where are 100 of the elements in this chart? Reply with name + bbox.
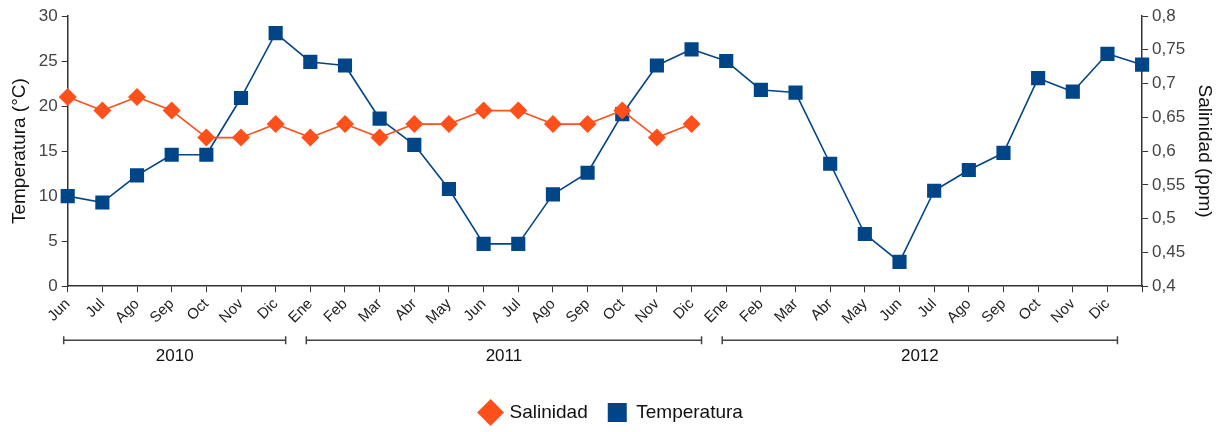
x-tick-label: Mar xyxy=(354,294,385,325)
point xyxy=(301,128,320,147)
point xyxy=(719,53,734,69)
point xyxy=(543,115,562,134)
text: 2011 xyxy=(485,346,523,366)
x-tick-label: Jul xyxy=(913,294,940,321)
point xyxy=(578,115,597,134)
point xyxy=(857,226,872,242)
y-tick-label: 5 xyxy=(48,230,58,250)
point xyxy=(266,115,285,134)
point xyxy=(649,58,664,73)
point xyxy=(439,115,458,134)
point xyxy=(372,111,387,126)
y-axis-title: Temperatura (°C) xyxy=(7,78,29,225)
x-tick-label: Oct xyxy=(598,294,628,324)
y-tick-label: 0 xyxy=(48,275,58,295)
point xyxy=(684,42,699,57)
point xyxy=(197,128,216,147)
x-tick-label: Mar xyxy=(770,294,801,325)
point xyxy=(128,88,147,107)
text: 2012 xyxy=(900,346,939,366)
x-tick-label: Jul xyxy=(497,294,524,321)
legend-label: Temperatura xyxy=(636,400,744,422)
y2-tick-label: 0,55 xyxy=(1152,174,1186,194)
y-tick-label: 10 xyxy=(38,185,58,205)
x-tick-label: Sep xyxy=(561,294,593,326)
x-tick-label: Ago xyxy=(942,294,974,326)
y-tick-label: 15 xyxy=(38,140,58,160)
point xyxy=(407,137,422,152)
x-tick-label: Nov xyxy=(1046,294,1079,326)
point xyxy=(509,101,528,120)
point xyxy=(580,165,595,180)
x-tick-label: Ene xyxy=(284,294,316,326)
y2-tick-label: 0,7 xyxy=(1152,73,1176,93)
point xyxy=(1100,46,1115,61)
point xyxy=(58,88,77,107)
point xyxy=(233,90,249,106)
x-tick-label: Dic xyxy=(669,294,697,322)
point xyxy=(545,187,560,202)
x-tick-label: Dic xyxy=(1085,294,1113,322)
point xyxy=(95,195,110,210)
x-tick-label: Abr xyxy=(390,294,420,324)
x-tick-label: Sep xyxy=(977,294,1009,326)
x-tick-label: Dic xyxy=(253,294,282,322)
x-tick-label: Oct xyxy=(182,294,212,324)
point xyxy=(753,82,768,97)
y2-tick-label: 0,75 xyxy=(1152,39,1186,59)
x-tick-label: Ago xyxy=(111,294,143,326)
point xyxy=(60,189,75,204)
x-tick-label: Feb xyxy=(735,294,766,325)
point xyxy=(647,128,666,147)
y2-axis-title: Salinidad (ppm) xyxy=(1195,84,1217,218)
point xyxy=(162,101,181,120)
y2-tick-label: 0,4 xyxy=(1152,275,1176,295)
point xyxy=(1135,57,1150,72)
point xyxy=(164,147,179,162)
point xyxy=(961,162,976,178)
point xyxy=(199,147,214,162)
x-tick-label: Ene xyxy=(700,294,732,326)
point xyxy=(476,236,491,251)
point xyxy=(370,128,389,147)
y-tick-label: 20 xyxy=(38,95,58,115)
x-tick-label: Nov xyxy=(631,294,663,326)
y-tick-label: 25 xyxy=(38,50,58,70)
y2-tick-label: 0,8 xyxy=(1152,5,1176,25)
point xyxy=(93,101,112,120)
x-tick-label: Abr xyxy=(806,294,836,324)
point xyxy=(788,85,803,100)
y2-tick-label: 0,45 xyxy=(1152,242,1186,262)
x-tick-label: Nov xyxy=(215,294,247,326)
legend-label: Salinidad xyxy=(509,400,588,422)
y-tick-label: 30 xyxy=(38,5,58,25)
x-tick-label: Jun xyxy=(459,294,489,324)
x-tick-label: Jul xyxy=(81,294,108,321)
point xyxy=(1065,84,1080,99)
text: 2010 xyxy=(155,346,194,366)
point xyxy=(405,115,424,134)
x-tick-label: Jun xyxy=(875,294,905,324)
x-tick-label: Sep xyxy=(145,294,177,326)
y2-tick-label: 0,5 xyxy=(1152,208,1176,228)
point xyxy=(335,115,354,134)
point xyxy=(474,101,493,120)
point xyxy=(613,101,632,120)
point xyxy=(268,26,283,41)
x-tick-label: May xyxy=(421,294,455,327)
point xyxy=(1031,71,1046,86)
point xyxy=(823,156,838,171)
point xyxy=(892,254,907,269)
point xyxy=(303,54,318,70)
x-tick-label: Oct xyxy=(1014,294,1044,324)
point xyxy=(441,181,457,197)
point xyxy=(511,236,526,251)
x-tick-label: Feb xyxy=(319,294,351,325)
y2-tick-label: 0,6 xyxy=(1152,140,1176,160)
point xyxy=(682,115,701,134)
x-tick-label: May xyxy=(837,294,871,327)
point xyxy=(337,58,353,73)
x-tick-label: Jun xyxy=(43,294,73,324)
point xyxy=(927,183,942,198)
point xyxy=(232,128,250,147)
